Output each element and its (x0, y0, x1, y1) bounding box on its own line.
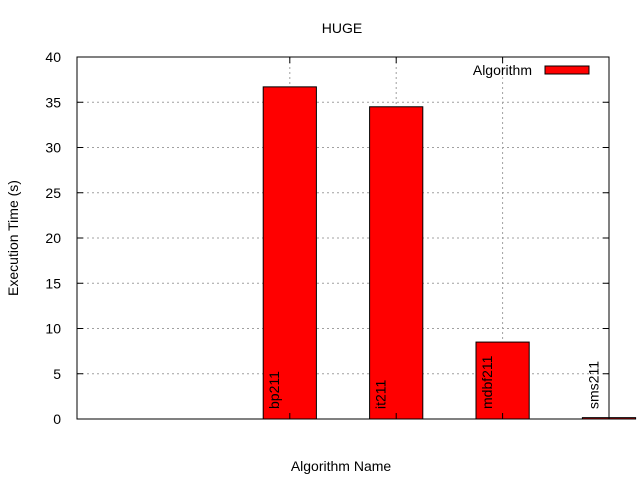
legend: Algorithm (473, 62, 590, 78)
bar-labels: bp211 it211 mdbf211 sms211 (266, 355, 601, 409)
y-axis-label: Execution Time (s) (5, 180, 21, 296)
y-tick-label: 35 (45, 94, 61, 110)
bar-category-label: mdbf211 (479, 355, 495, 409)
legend-label: Algorithm (473, 62, 532, 78)
x-axis-label: Algorithm Name (291, 458, 392, 474)
y-axis-ticks: 0 5 10 15 20 25 30 35 40 (45, 49, 610, 427)
y-tick-label: 40 (45, 49, 61, 65)
y-tick-label: 15 (45, 275, 61, 291)
bars (262, 86, 637, 420)
bar-category-label: bp211 (266, 371, 282, 409)
bar-category-label: sms211 (585, 361, 601, 409)
bar-it211 (369, 106, 424, 420)
y-tick-label: 0 (53, 411, 61, 427)
y-tick-label: 30 (45, 140, 61, 156)
y-tick-label: 25 (45, 185, 61, 201)
y-tick-label: 10 (45, 321, 61, 337)
y-tick-label: 20 (45, 230, 61, 246)
bar-bp211 (262, 86, 317, 420)
bar-category-label: it211 (373, 379, 389, 409)
legend-swatch (544, 65, 590, 75)
bar-mdbf211 (475, 341, 530, 420)
chart-title: HUGE (322, 20, 362, 36)
y-tick-label: 5 (53, 366, 61, 382)
